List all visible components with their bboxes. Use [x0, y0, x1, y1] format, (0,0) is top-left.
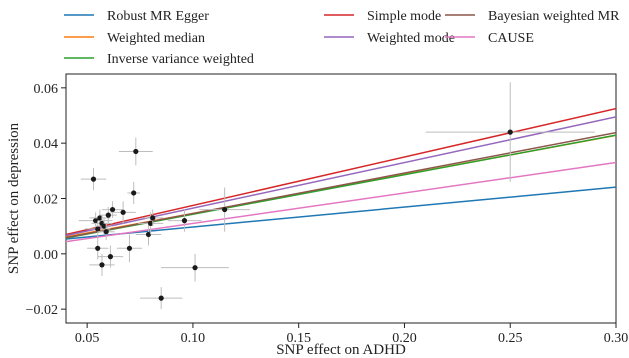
data-point	[199, 187, 251, 232]
data-point	[87, 237, 109, 260]
data-point	[425, 82, 595, 182]
point-marker	[158, 295, 164, 301]
y-tick-label: 0.04	[34, 137, 59, 152]
line-cause	[66, 161, 616, 243]
point-marker	[95, 226, 101, 232]
data-point	[116, 234, 143, 263]
y-tick-label: 0.02	[34, 193, 59, 208]
x-tick-label: 0.30	[604, 331, 629, 346]
point-marker	[126, 245, 133, 251]
point-marker	[93, 218, 99, 224]
x-tick-label: 0.10	[181, 331, 206, 346]
legend-label: Bayesian weighted MR	[488, 9, 620, 24]
legend-item: Inverse variance weighted	[64, 52, 254, 67]
data-point	[97, 245, 124, 268]
line-simple-mode	[66, 107, 616, 236]
data-point	[137, 212, 164, 235]
x-tick-label: 0.25	[498, 331, 523, 346]
x-axis-label: SNP effect on ADHD	[276, 342, 406, 358]
legend-label: Inverse variance weighted	[107, 52, 254, 67]
point-marker	[95, 245, 101, 251]
data-point	[110, 201, 136, 224]
legend: Robust MR Egger Weighted median Inverse va…	[64, 9, 620, 67]
data-point	[167, 209, 202, 232]
data-point	[127, 181, 141, 205]
x-tick-label: 0.15	[286, 331, 311, 346]
regression-lines	[66, 107, 616, 243]
y-axis-ticks: −0.02 0.00 0.02 0.04 0.06	[26, 82, 66, 318]
x-tick-label: 0.20	[392, 331, 417, 346]
point-marker	[101, 223, 107, 229]
legend-item: Weighted mode	[324, 31, 455, 46]
legend-item: Bayesian weighted MR	[445, 9, 620, 24]
y-tick-label: 0.06	[34, 82, 59, 97]
point-marker	[103, 229, 109, 235]
point-marker	[90, 176, 97, 182]
legend-item: Robust MR Egger	[64, 9, 209, 24]
point-marker	[97, 215, 103, 221]
data-point	[142, 209, 164, 227]
legend-label: Weighted mode	[367, 31, 455, 46]
data-point	[101, 201, 124, 218]
point-marker	[222, 206, 228, 213]
point-marker	[181, 218, 188, 224]
legend-label: Robust MR Egger	[107, 9, 209, 24]
x-axis-ticks: 0.05 0.10 0.15 0.20 0.25 0.30	[75, 323, 628, 346]
point-marker	[148, 220, 154, 226]
data-points	[78, 82, 595, 310]
point-marker	[507, 129, 513, 135]
data-point	[118, 137, 153, 166]
data-point	[135, 223, 162, 246]
y-axis-label: SNP effect on depression	[6, 122, 22, 274]
legend-item: CAUSE	[445, 31, 534, 46]
data-point	[140, 287, 183, 310]
data-point	[161, 253, 229, 282]
point-marker	[107, 254, 114, 260]
legend-item: Simple mode	[324, 9, 441, 24]
y-tick-label: −0.02	[26, 303, 58, 318]
data-point	[80, 168, 107, 191]
point-marker	[150, 215, 156, 221]
data-point	[99, 206, 117, 224]
line-bayesian-weighted-mr	[66, 131, 616, 239]
y-tick-label: 0.00	[34, 248, 59, 263]
point-marker	[105, 212, 111, 218]
plot-frame	[65, 73, 617, 324]
legend-item: Weighted median	[64, 31, 205, 46]
point-marker	[192, 265, 198, 271]
point-marker	[131, 190, 137, 196]
legend-label: Weighted median	[107, 31, 205, 46]
line-robust-mr-egger	[66, 186, 616, 240]
x-tick-label: 0.05	[75, 331, 100, 346]
legend-label: CAUSE	[488, 31, 534, 46]
plot-area: 0.05 0.10 0.15 0.20 0.25 0.30 −0.02 0.00 0.02 0.…	[26, 73, 628, 346]
line-weighted-mode	[66, 116, 616, 237]
legend-label: Simple mode	[367, 9, 441, 24]
point-marker	[109, 206, 116, 213]
point-marker	[145, 231, 152, 238]
data-point	[97, 223, 115, 240]
point-marker	[120, 209, 126, 215]
point-marker	[99, 262, 105, 268]
point-marker	[133, 148, 139, 155]
